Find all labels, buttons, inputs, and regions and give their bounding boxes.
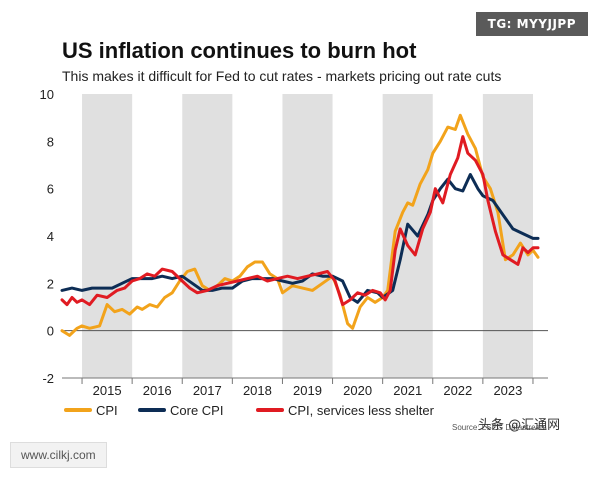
legend-label-services: CPI, services less shelter: [288, 403, 435, 418]
shaded-band-2017: [182, 94, 233, 378]
x-tick-label: 2022: [443, 383, 472, 398]
x-tick-label: 2016: [143, 383, 172, 398]
x-tick-label: 2020: [343, 383, 372, 398]
y-tick-label: -2: [42, 371, 54, 386]
tag-badge: TG: MYYJJPP: [475, 12, 588, 36]
legend-label-core-cpi: Core CPI: [170, 403, 223, 418]
x-tick-label: 2017: [193, 383, 222, 398]
shaded-band-2021: [382, 94, 433, 378]
source-note: Source: LSEG Datastream: [452, 423, 547, 432]
y-tick-label: 4: [47, 229, 54, 244]
shaded-band-2019: [282, 94, 333, 378]
chart-subtitle: This makes it difficult for Fed to cut r…: [62, 68, 502, 84]
series-line-cpi: [60, 113, 540, 337]
series-line-core-cpi: [60, 173, 540, 304]
series-line-services: [60, 135, 540, 307]
y-tick-label: 0: [47, 324, 54, 339]
x-tick-label: 2023: [493, 383, 522, 398]
x-tick-label: 2021: [393, 383, 422, 398]
x-tick-label: 2015: [93, 383, 122, 398]
x-tick-label: 2019: [293, 383, 322, 398]
brand-watermark: 头条 @汇通网: [478, 418, 561, 433]
x-tick-label: 2018: [243, 383, 272, 398]
shaded-band-2015: [82, 94, 133, 378]
y-tick-label: 10: [40, 87, 54, 102]
y-tick-label: 2: [47, 276, 54, 291]
y-tick-label: 8: [47, 134, 54, 149]
legend-label-cpi: CPI: [96, 403, 118, 418]
site-watermark: www.cilkj.com: [10, 442, 107, 468]
chart-title: US inflation continues to burn hot: [62, 38, 417, 63]
y-tick-label: 6: [47, 182, 54, 197]
